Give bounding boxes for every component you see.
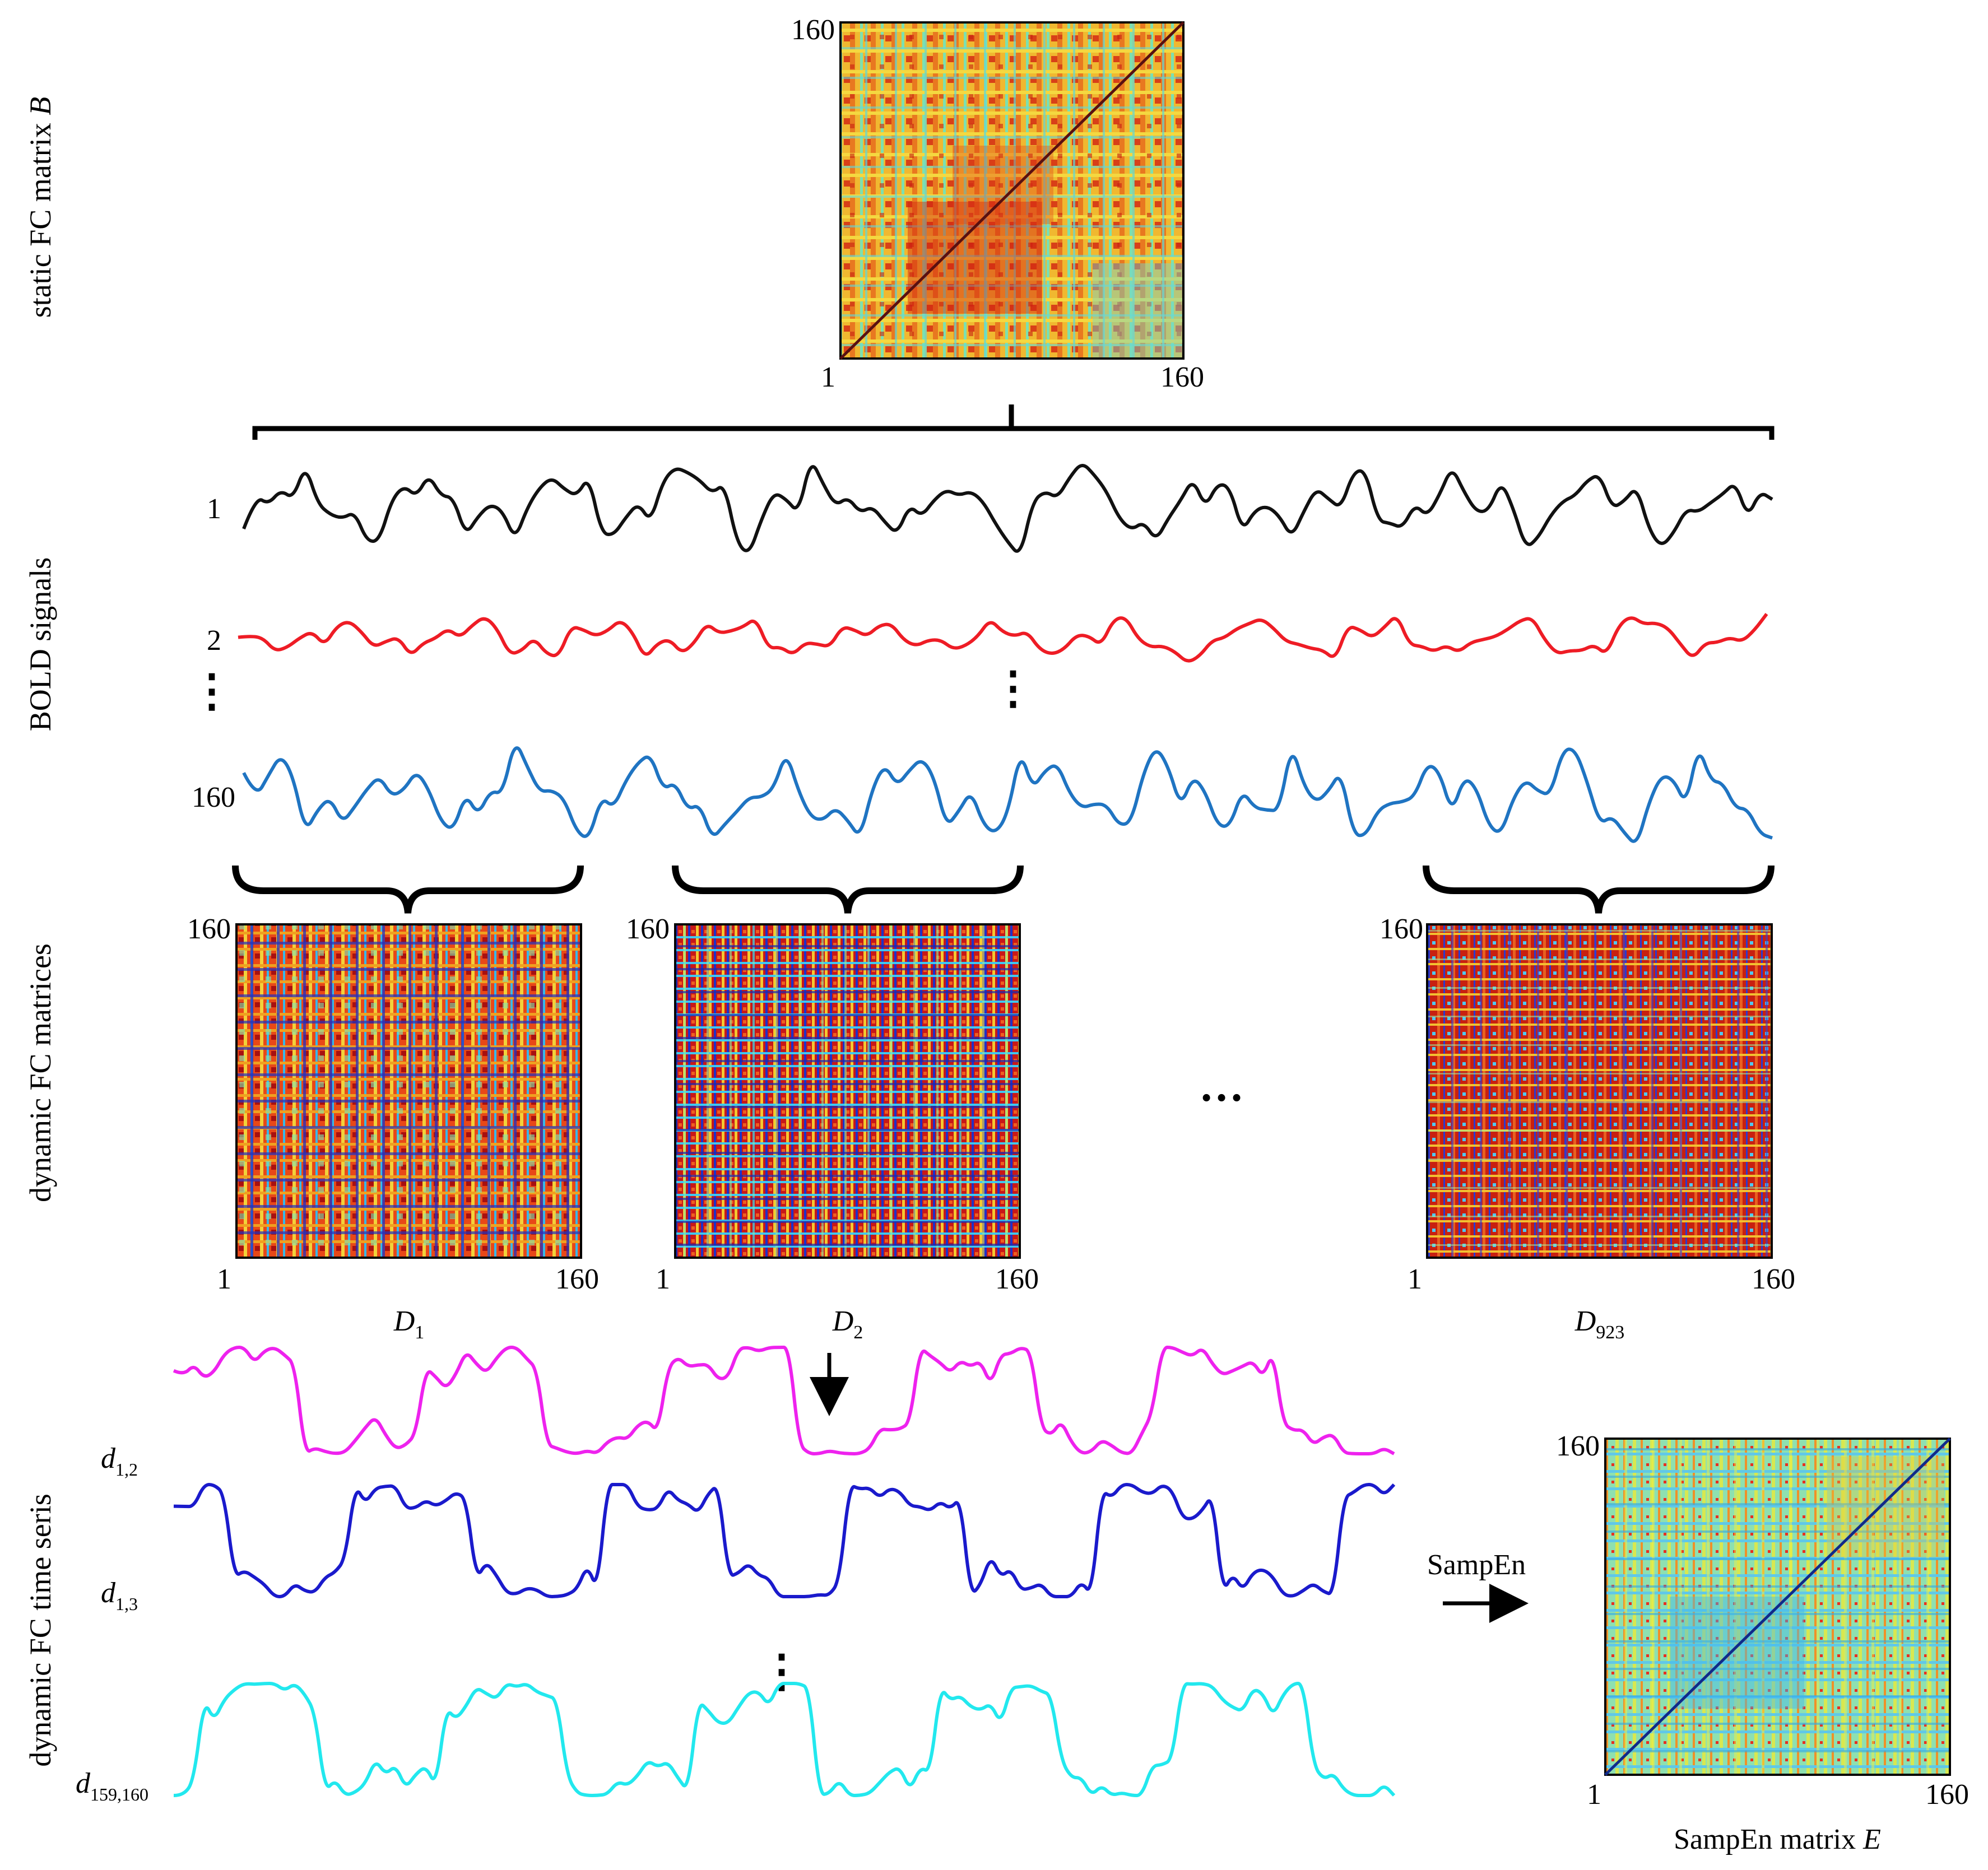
- fc-timeseries-d13: [173, 1482, 1396, 1599]
- ts-ellipsis: ⋮: [759, 1647, 804, 1696]
- top-brace: [252, 404, 1775, 440]
- fc-timeseries-section-label: dynamic FC time seris: [24, 1494, 57, 1766]
- dynamic-fc-matrix-923: [1426, 923, 1773, 1259]
- bold-section-label: BOLD signals: [24, 557, 57, 732]
- d2-tick-right: 160: [995, 1263, 1039, 1295]
- window-brace-1: [232, 865, 584, 914]
- ts-label-d159-160: d159,160: [76, 1767, 148, 1804]
- fc-timeseries-d12: [173, 1345, 1395, 1456]
- sampen-tick-right: 160: [1925, 1779, 1969, 1811]
- d2-caption: D2: [832, 1305, 863, 1343]
- static-fc-section-label: static FC matrix B: [24, 97, 57, 318]
- static-diagonal: [839, 21, 1185, 360]
- ts-label-d12: d1,2: [101, 1443, 138, 1480]
- static-tick-top: 160: [791, 14, 835, 46]
- d2-tick-top: 160: [626, 913, 670, 945]
- window-brace-3: [1423, 865, 1775, 914]
- sampen-caption: SampEn matrix E: [1674, 1824, 1881, 1855]
- sampen-diagonal: [1604, 1438, 1951, 1776]
- static-fc-matrix: [839, 21, 1185, 360]
- bold-signal-1: [242, 464, 1773, 553]
- bold-label-160: 160: [192, 782, 235, 813]
- fc-timeseries-d159-160: [173, 1681, 1396, 1798]
- sampen-tick-left: 1: [1587, 1779, 1601, 1811]
- d923-tick-left: 1: [1408, 1263, 1422, 1295]
- sampen-tick-top: 160: [1556, 1430, 1600, 1462]
- static-tick-left: 1: [821, 361, 835, 393]
- dynamic-fc-section-label: dynamic FC matrices: [24, 943, 57, 1202]
- dynamic-fc-matrix-1: [235, 923, 582, 1259]
- bold-signal-160: [242, 746, 1773, 843]
- d1-tick-right: 160: [555, 1263, 599, 1295]
- static-tick-right: 160: [1160, 361, 1204, 393]
- sampen-arrow-label: SampEn: [1427, 1549, 1526, 1581]
- bold-label-2: 2: [207, 625, 221, 657]
- d1-tick-top: 160: [187, 913, 231, 945]
- bold-ellipsis-left: ⋮: [189, 667, 234, 716]
- dynamic-fc-matrix-2: [674, 923, 1021, 1259]
- d923-caption: D923: [1574, 1305, 1625, 1343]
- ts-label-d13: d1,3: [101, 1577, 138, 1614]
- d923-tick-right: 160: [1752, 1263, 1795, 1295]
- bold-ellipsis-center: ⋮: [991, 664, 1035, 713]
- dynamic-matrices-ellipsis: …: [1199, 1062, 1244, 1111]
- window-brace-2: [672, 865, 1024, 914]
- static-hot-block: [908, 202, 1042, 314]
- d923-tick-top: 160: [1379, 913, 1423, 945]
- d1-tick-left: 1: [217, 1263, 231, 1295]
- bold-signal-2: [238, 613, 1768, 663]
- bold-label-1: 1: [207, 493, 221, 525]
- sampen-matrix: [1604, 1438, 1951, 1776]
- d2-tick-left: 1: [656, 1263, 670, 1295]
- d1-caption: D1: [393, 1305, 425, 1343]
